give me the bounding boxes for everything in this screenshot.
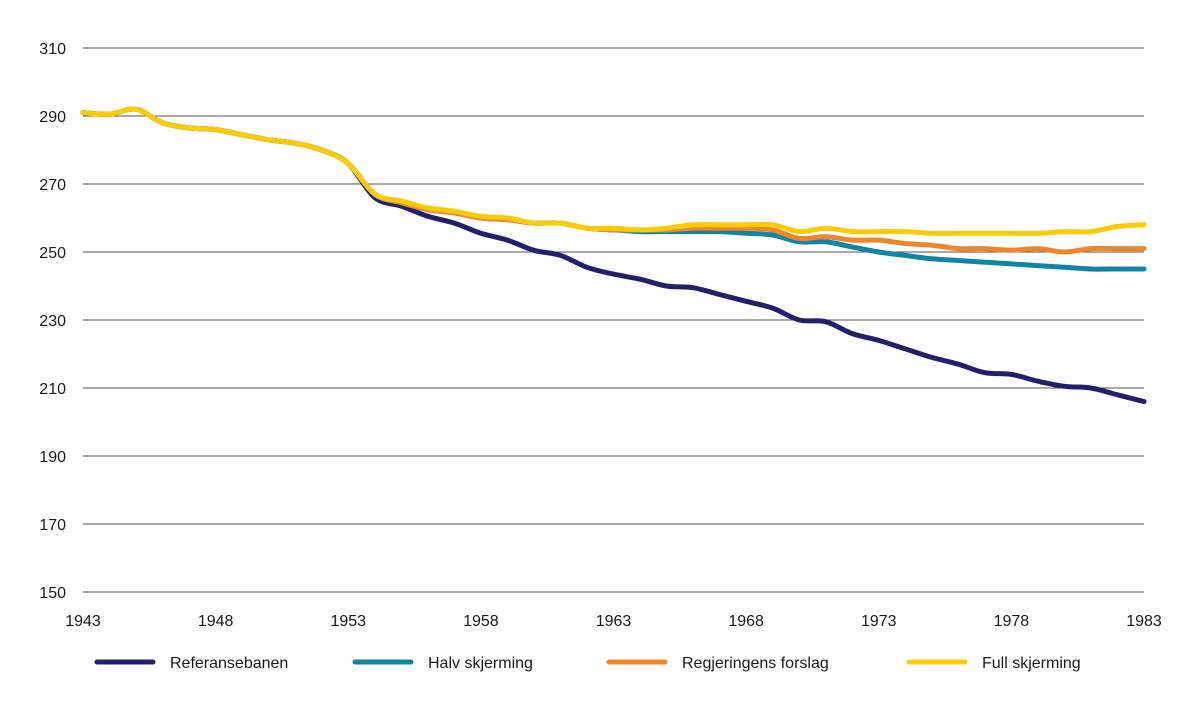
y-tick-label: 270 <box>39 177 66 194</box>
legend: Referansebanen Halv skjerming Regjeringens… <box>94 655 1081 672</box>
x-tick-label: 1953 <box>330 613 366 630</box>
legend-item: Regjeringens forslag <box>606 655 829 672</box>
legend-label: Halv skjerming <box>428 655 533 672</box>
legend-item: Referansebanen <box>94 655 288 672</box>
y-tick-label: 190 <box>39 449 66 466</box>
x-tick-label: 1963 <box>596 613 632 630</box>
y-tick-label: 170 <box>39 517 66 534</box>
legend-label: Full skjerming <box>982 655 1081 672</box>
y-tick-label: 310 <box>39 41 66 58</box>
series-lines <box>80 106 1147 405</box>
y-tick-label: 150 <box>39 585 66 602</box>
x-tick-label: 1958 <box>463 613 499 630</box>
y-tick-label: 290 <box>39 109 66 126</box>
x-axis-ticks: 1943 1948 1953 1958 1963 1968 1973 1978 1983 <box>65 613 1162 630</box>
x-tick-label: 1943 <box>65 613 101 630</box>
legend-item: Halv skjerming <box>352 655 533 672</box>
series-line-referansebanen <box>80 106 1147 405</box>
x-tick-label: 1968 <box>728 613 764 630</box>
y-tick-label: 210 <box>39 381 66 398</box>
legend-item: Full skjerming <box>906 655 1081 672</box>
y-tick-label: 250 <box>39 245 66 262</box>
y-axis-ticks: 150 170 190 210 230 250 270 290 310 <box>39 41 66 602</box>
gridlines <box>83 47 1144 593</box>
series-line-full-skjerming <box>80 106 1147 236</box>
x-tick-label: 1983 <box>1126 613 1162 630</box>
legend-label: Referansebanen <box>170 655 288 672</box>
x-tick-label: 1973 <box>861 613 897 630</box>
x-tick-label: 1978 <box>994 613 1030 630</box>
y-tick-label: 230 <box>39 313 66 330</box>
legend-label: Regjeringens forslag <box>682 655 829 672</box>
x-tick-label: 1948 <box>198 613 234 630</box>
